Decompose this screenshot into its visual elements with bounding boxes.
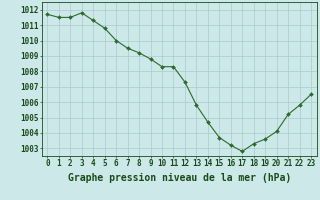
X-axis label: Graphe pression niveau de la mer (hPa): Graphe pression niveau de la mer (hPa) xyxy=(68,173,291,183)
